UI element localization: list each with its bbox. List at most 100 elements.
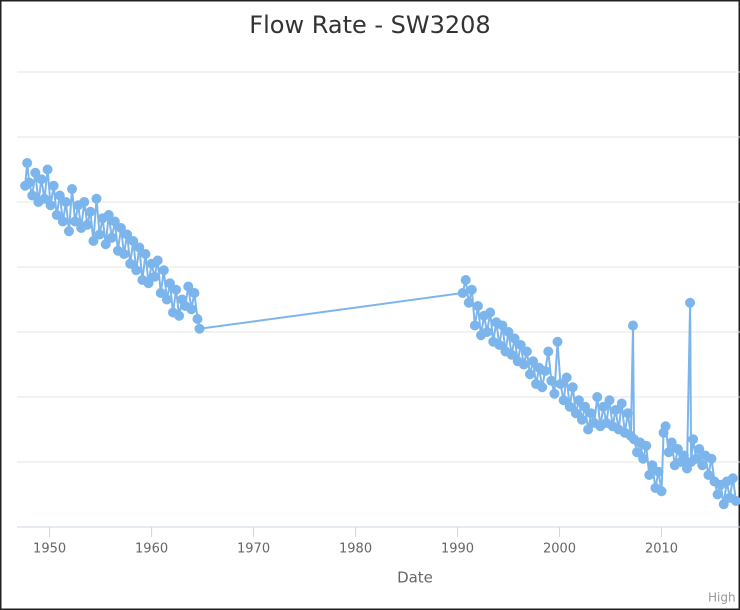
- data-point: [60, 197, 71, 207]
- data-point: [727, 473, 738, 484]
- data-point: [666, 437, 677, 448]
- data-point: [598, 401, 609, 412]
- data-point: [109, 216, 120, 227]
- data-point: [131, 265, 142, 276]
- data-point: [647, 460, 658, 471]
- data-point: [494, 340, 505, 350]
- data-point: [82, 219, 93, 230]
- data-point: [30, 167, 41, 178]
- x-axis-label: Date: [397, 569, 433, 587]
- data-point: [528, 356, 539, 367]
- data-point: [122, 229, 133, 240]
- data-point: [140, 249, 151, 259]
- data-point: [561, 372, 572, 383]
- data-point: [194, 323, 205, 334]
- data-point: [558, 395, 569, 406]
- data-point: [564, 401, 575, 412]
- data-point: [472, 301, 483, 311]
- data-point: [457, 288, 468, 298]
- data-point: [51, 210, 62, 220]
- data-point: [54, 190, 65, 201]
- data-point: [36, 174, 47, 185]
- x-tick-label: 1950: [33, 542, 66, 557]
- data-point: [39, 193, 50, 204]
- data-point: [48, 180, 59, 191]
- data-point: [549, 388, 560, 399]
- data-point: [552, 336, 563, 347]
- data-point: [703, 470, 714, 480]
- data-point: [632, 447, 643, 458]
- data-point: [88, 236, 99, 246]
- data-point: [644, 470, 655, 480]
- data-point: [155, 288, 166, 298]
- data-point: [672, 444, 683, 454]
- data-point: [573, 395, 584, 406]
- data-point: [63, 226, 74, 237]
- data-point: [610, 405, 621, 415]
- data-point: [592, 392, 603, 402]
- data-point: [616, 398, 627, 409]
- data-point: [115, 223, 126, 233]
- data-point: [485, 307, 496, 318]
- data-point: [57, 216, 68, 227]
- data-point: [85, 206, 96, 217]
- data-point: [466, 284, 477, 295]
- data-point: [503, 327, 514, 337]
- data-point: [546, 375, 557, 386]
- data-point: [171, 284, 182, 295]
- credit: High: [708, 591, 736, 605]
- data-point: [482, 327, 493, 337]
- data-point: [540, 366, 551, 376]
- data-point: [506, 349, 517, 360]
- data-point: [730, 496, 740, 506]
- data-point: [94, 229, 105, 240]
- data-point: [161, 294, 172, 305]
- data-point: [186, 304, 197, 315]
- data-point: [718, 499, 729, 510]
- data-point: [143, 278, 154, 289]
- data-point: [509, 333, 520, 344]
- data-point: [174, 310, 185, 321]
- data-point: [164, 278, 175, 289]
- data-point: [24, 177, 35, 188]
- data-point: [521, 346, 532, 357]
- data-point: [576, 414, 587, 425]
- data-point: [70, 216, 81, 227]
- data-point: [27, 190, 38, 201]
- data-point: [524, 369, 535, 380]
- data-point: [543, 346, 554, 357]
- data-point: [678, 450, 689, 461]
- data-point: [604, 395, 615, 406]
- data-point: [518, 359, 529, 370]
- data-point: [663, 447, 674, 458]
- data-point: [555, 379, 566, 389]
- data-point: [641, 440, 652, 451]
- x-tick-label: 1980: [339, 542, 372, 557]
- data-point: [152, 255, 163, 266]
- x-tick-label: 1970: [237, 542, 270, 557]
- data-point: [706, 453, 717, 464]
- data-point: [192, 314, 203, 324]
- data-point: [189, 288, 200, 298]
- data-point: [622, 408, 633, 419]
- data-point: [537, 382, 548, 393]
- data-point: [638, 453, 649, 464]
- data-point: [515, 340, 526, 350]
- data-point: [42, 164, 53, 175]
- data-point: [22, 158, 33, 168]
- data-point: [712, 489, 723, 500]
- x-tick-label: 1960: [135, 542, 168, 557]
- data-point: [106, 232, 117, 243]
- data-point: [580, 401, 591, 412]
- data-point: [128, 236, 139, 246]
- x-tick-label: 1990: [441, 542, 474, 557]
- data-point: [91, 193, 102, 204]
- data-point: [134, 242, 145, 253]
- data-point: [100, 239, 111, 250]
- data-point: [67, 184, 78, 194]
- data-point: [45, 200, 56, 211]
- data-point: [697, 460, 708, 471]
- data-point: [103, 210, 114, 220]
- data-point: [656, 486, 667, 497]
